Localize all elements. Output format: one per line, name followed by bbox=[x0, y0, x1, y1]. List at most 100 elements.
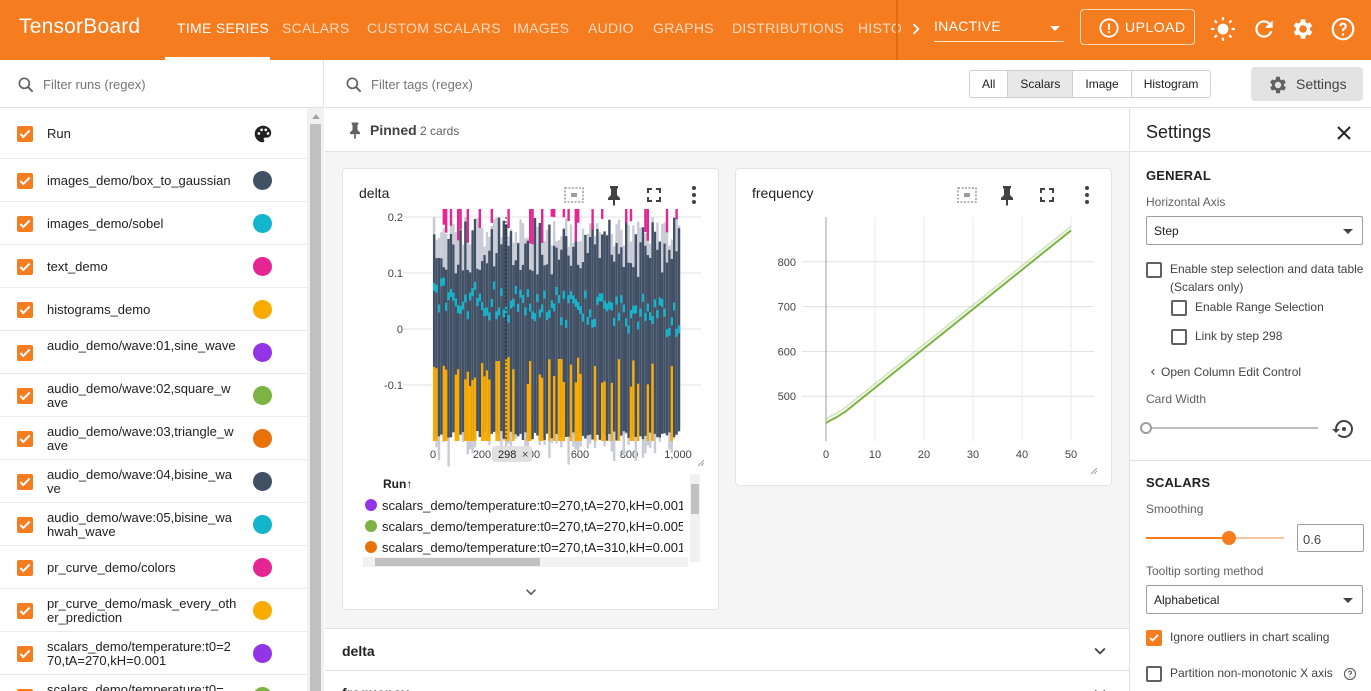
filter-all[interactable]: All bbox=[970, 71, 1009, 97]
run-checkbox[interactable] bbox=[17, 258, 33, 275]
run-row[interactable]: text_demo bbox=[0, 245, 307, 288]
smoothing-thumb[interactable] bbox=[1221, 531, 1236, 545]
chevron-left-icon[interactable] bbox=[1147, 366, 1159, 378]
settings-button[interactable]: Settings bbox=[1251, 67, 1363, 101]
tab-images[interactable]: IMAGES bbox=[513, 20, 570, 36]
filter-image[interactable]: Image bbox=[1073, 71, 1132, 97]
chevron-right-icon[interactable] bbox=[905, 18, 927, 40]
run-header-row[interactable]: Run bbox=[0, 108, 307, 159]
horizontal-axis-select[interactable]: Step bbox=[1146, 216, 1363, 245]
run-row[interactable]: images_demo/box_to_gaussian bbox=[0, 159, 307, 202]
close-icon[interactable] bbox=[1332, 121, 1356, 145]
run-row[interactable]: audio_demo/wave:02,square_wave bbox=[0, 374, 307, 417]
run-row[interactable]: histograms_demo bbox=[0, 288, 307, 331]
chevron-down-icon[interactable] bbox=[1089, 682, 1111, 691]
run-row[interactable]: pr_curve_demo/colors bbox=[0, 546, 307, 589]
gear-icon[interactable] bbox=[1290, 16, 1316, 42]
smoothing-slider[interactable] bbox=[1146, 531, 1284, 545]
legend-vscroll[interactable] bbox=[690, 474, 700, 562]
fit-domain-icon[interactable] bbox=[955, 183, 979, 207]
tab-custom-scalars[interactable]: CUSTOM SCALARS bbox=[367, 20, 501, 36]
brightness-icon[interactable] bbox=[1210, 16, 1236, 42]
scroll-up-icon[interactable] bbox=[312, 114, 320, 119]
run-color-swatch[interactable] bbox=[253, 343, 272, 362]
run-row[interactable]: audio_demo/wave:04,bisine_wave bbox=[0, 460, 307, 503]
runs-filter[interactable]: Filter runs (regex) bbox=[0, 60, 323, 108]
expand-icon[interactable] bbox=[521, 582, 541, 602]
run-row[interactable]: audio_demo/wave:01,sine_wave bbox=[0, 331, 307, 374]
run-checkbox[interactable] bbox=[17, 645, 33, 662]
run-color-swatch[interactable] bbox=[253, 687, 272, 691]
frequency-chart[interactable]: 800 700 600 500 0 10 20 30 40 50 bbox=[736, 209, 1113, 479]
legend-vscroll-thumb[interactable] bbox=[691, 484, 699, 514]
group-row-frequency[interactable]: frequency bbox=[325, 670, 1129, 691]
tooltip-sort-select[interactable]: Alphabetical bbox=[1146, 585, 1363, 614]
run-checkbox[interactable] bbox=[17, 172, 33, 189]
run-row[interactable]: scalars_demo/temperature:t0=270,tA=270,k… bbox=[0, 632, 307, 675]
help-icon[interactable] bbox=[1330, 16, 1356, 42]
run-row[interactable]: audio_demo/wave:03,triangle_wave bbox=[0, 417, 307, 460]
run-row[interactable]: scalars_demo/temperature:t0= bbox=[0, 675, 307, 691]
pin-icon[interactable] bbox=[995, 183, 1019, 207]
run-checkbox[interactable] bbox=[17, 301, 33, 318]
link-by-step-checkbox[interactable] bbox=[1171, 329, 1187, 345]
pin-icon[interactable] bbox=[602, 183, 626, 207]
legend-row[interactable]: scalars_demo/temperature:t0=270,tA=270,k… bbox=[363, 495, 683, 515]
run-color-swatch[interactable] bbox=[253, 429, 272, 448]
card-width-thumb[interactable] bbox=[1140, 422, 1152, 434]
filter-histogram[interactable]: Histogram bbox=[1143, 77, 1199, 91]
help-icon[interactable] bbox=[1343, 667, 1357, 681]
legend-row[interactable]: scalars_demo/temperature:t0=270,tA=310,k… bbox=[363, 537, 683, 557]
run-color-swatch[interactable] bbox=[253, 472, 272, 491]
run-checkbox[interactable] bbox=[17, 215, 33, 232]
run-color-swatch[interactable] bbox=[253, 601, 272, 620]
ignore-outliers-checkbox[interactable] bbox=[1146, 630, 1162, 646]
smoothing-input[interactable]: 0.6 bbox=[1297, 524, 1364, 552]
run-checkbox[interactable] bbox=[17, 387, 33, 404]
refresh-icon[interactable] bbox=[1251, 16, 1277, 42]
run-color-swatch[interactable] bbox=[253, 644, 272, 663]
reset-icon[interactable] bbox=[1331, 417, 1355, 441]
run-row[interactable]: images_demo/sobel bbox=[0, 202, 307, 245]
run-row[interactable]: pr_curve_demo/mask_every_other_predictio… bbox=[0, 589, 307, 632]
tab-distributions[interactable]: DISTRIBUTIONS bbox=[732, 20, 845, 36]
fullscreen-icon[interactable] bbox=[642, 183, 666, 207]
tab-graphs[interactable]: GRAPHS bbox=[653, 20, 714, 36]
run-color-swatch[interactable] bbox=[253, 558, 272, 577]
more-vert-icon[interactable] bbox=[682, 183, 706, 207]
scrollbar-thumb[interactable] bbox=[310, 124, 321, 691]
range-selection-checkbox[interactable] bbox=[1171, 300, 1187, 316]
run-color-swatch[interactable] bbox=[253, 257, 272, 276]
run-color-swatch[interactable] bbox=[253, 300, 272, 319]
fit-domain-icon[interactable] bbox=[562, 183, 586, 207]
run-color-swatch[interactable] bbox=[253, 171, 272, 190]
legend-hscroll-thumb[interactable] bbox=[375, 558, 540, 566]
tab-scalars[interactable]: SCALARS bbox=[282, 20, 350, 36]
run-checkbox[interactable] bbox=[17, 473, 33, 490]
run-checkbox[interactable] bbox=[17, 125, 33, 142]
legend-row[interactable]: scalars_demo/temperature:t0=270,tA=270,k… bbox=[363, 516, 683, 536]
palette-icon[interactable] bbox=[252, 123, 274, 148]
run-checkbox[interactable] bbox=[17, 344, 33, 361]
tab-time-series[interactable]: TIME SERIES bbox=[177, 20, 269, 36]
run-color-swatch[interactable] bbox=[253, 386, 272, 405]
group-row-delta[interactable]: delta bbox=[325, 628, 1129, 670]
run-checkbox[interactable] bbox=[17, 430, 33, 447]
runs-scrollbar[interactable] bbox=[307, 108, 324, 691]
run-color-swatch[interactable] bbox=[253, 515, 272, 534]
step-selection-checkbox[interactable] bbox=[1146, 262, 1162, 278]
run-checkbox[interactable] bbox=[17, 688, 33, 691]
legend-hscroll[interactable] bbox=[363, 557, 688, 567]
fullscreen-icon[interactable] bbox=[1035, 183, 1059, 207]
partition-checkbox[interactable] bbox=[1146, 666, 1162, 682]
run-checkbox[interactable] bbox=[17, 559, 33, 576]
run-checkbox[interactable] bbox=[17, 516, 33, 533]
plugin-select[interactable]: INACTIVE bbox=[934, 16, 1064, 42]
chevron-down-icon[interactable] bbox=[1089, 640, 1111, 662]
card-width-slider[interactable] bbox=[1146, 427, 1318, 429]
run-color-swatch[interactable] bbox=[253, 214, 272, 233]
upload-button[interactable]: UPLOAD bbox=[1080, 9, 1195, 45]
filter-scalars[interactable]: Scalars bbox=[1008, 71, 1074, 97]
run-checkbox[interactable] bbox=[17, 602, 33, 619]
